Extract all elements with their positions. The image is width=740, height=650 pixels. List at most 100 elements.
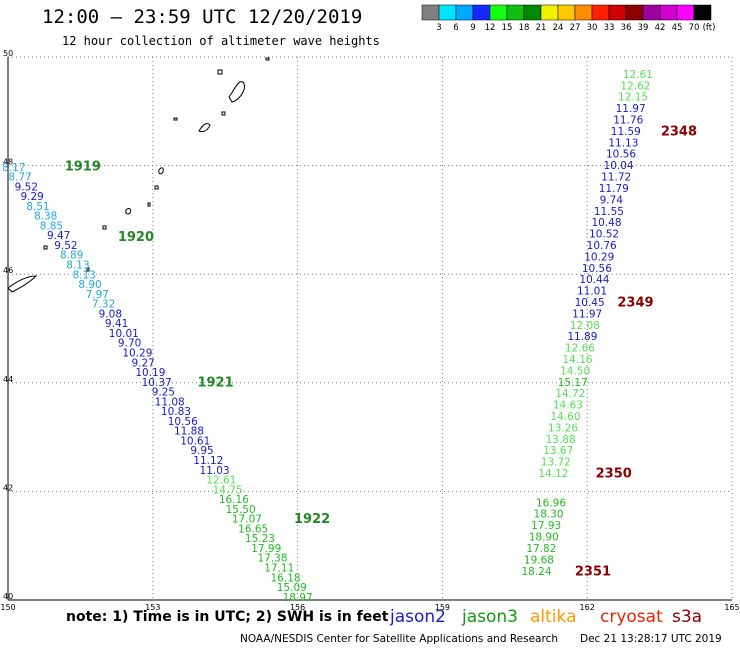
island-outline [265, 57, 270, 61]
swh-value: 11.01 [577, 286, 607, 298]
lat-lon-grid [7, 56, 733, 601]
swh-value: 15.50 [226, 504, 256, 516]
swh-value: 14.50 [560, 365, 590, 377]
swh-value: 7.32 [92, 299, 115, 311]
colorbar-swatch [523, 4, 542, 21]
island-outline [173, 117, 178, 121]
swh-value: 11.88 [174, 426, 204, 438]
pass-time-label: 1921 [197, 375, 233, 390]
swh-value: 16.96 [536, 497, 566, 509]
colorbar-swatch [676, 4, 695, 21]
pass-time-label: 1919 [65, 160, 101, 175]
island-outline [43, 245, 48, 250]
map-title: 12:00 – 23:59 UTC 12/20/2019 [42, 6, 363, 28]
swh-value: 9.52 [54, 240, 77, 252]
swh-value: 9.27 [131, 357, 154, 369]
swh-value: 18.90 [529, 532, 559, 544]
footer-timestamp: Dec 21 13:28:17 UTC 2019 [580, 633, 722, 645]
swh-value: 9.47 [47, 230, 70, 242]
swh-value: 11.12 [193, 455, 223, 467]
swh-value: 11.79 [599, 183, 629, 195]
colorbar-label: 18 [519, 23, 530, 33]
lat-tick-label: 46 [3, 266, 13, 275]
colorbar-swatch [421, 4, 440, 21]
swh-value: 10.56 [168, 416, 198, 428]
swh-value: 8.90 [78, 279, 101, 291]
swh-value: 9.25 [152, 387, 175, 399]
swh-value: 12.61 [623, 69, 653, 81]
colorbar-swatch [591, 4, 610, 21]
swh-value: 17.82 [526, 543, 556, 555]
pass-time-label: 2349 [617, 295, 653, 310]
swh-value: 16.65 [238, 523, 268, 535]
colorbar-label: 42 [655, 23, 666, 33]
island-outline [102, 225, 107, 230]
island-outline [217, 69, 223, 75]
pass-time-label: 2350 [596, 467, 632, 482]
swh-value: 8.89 [60, 250, 83, 262]
swh-value: 11.76 [613, 115, 643, 127]
swh-value: 17.11 [264, 563, 294, 575]
island-outline [198, 123, 211, 133]
lat-tick-label: 50 [3, 49, 13, 58]
island-outline [228, 81, 245, 103]
swh-value: 11.13 [608, 137, 638, 149]
axis-tick-labels: 50 48 46 44 42 40 150 153 156 159 162 165 [0, 49, 739, 612]
swh-value: 11.55 [594, 206, 624, 218]
legend-cryosat: cryosat [600, 607, 663, 627]
swh-value: 10.44 [579, 274, 609, 286]
swh-value: 10.76 [587, 240, 617, 252]
lon-tick-label: 159 [435, 603, 450, 612]
legend-s3a: s3a [672, 607, 703, 627]
colorbar-label: 30 [587, 23, 598, 33]
swh-value: 9.41 [105, 318, 128, 330]
colorbar-swatch [693, 4, 712, 21]
swh-value: 19.68 [524, 554, 554, 566]
swh-value: 12.15 [618, 92, 648, 104]
swh-value: 8.13 [66, 260, 89, 272]
island-outline [158, 167, 164, 175]
swh-value: 11.03 [200, 465, 230, 477]
track-time-labels: 1919 1920 1921 1922 2348 2349 2350 2351 [65, 124, 697, 579]
legend-jason3: jason3 [462, 607, 518, 627]
swh-value: 10.45 [575, 297, 605, 309]
lat-tick-label: 42 [3, 483, 13, 492]
pass-time-label: 2348 [661, 124, 697, 139]
swh-value: 17.93 [531, 520, 561, 532]
swh-value: 15.09 [277, 582, 307, 594]
swh-value: 10.56 [582, 263, 612, 275]
island-outline [221, 111, 226, 116]
swh-value: 14.75 [213, 484, 243, 496]
swh-value: 10.19 [135, 367, 165, 379]
lon-tick-label: 150 [0, 603, 15, 612]
swh-value: 8.77 [8, 172, 31, 184]
swh-value: 11.97 [616, 103, 646, 115]
island-outline [125, 208, 132, 215]
legend-jason2: jason2 [390, 607, 446, 627]
colorbar-label: 70 [689, 23, 700, 33]
swh-value: 9.74 [600, 194, 624, 206]
swh-value: 18.30 [534, 509, 564, 521]
colorbar-swatch [642, 4, 661, 21]
colorbar-label: 15 [502, 23, 513, 33]
footer-credit: NOAA/NESDIS Center for Satellite Applica… [240, 633, 558, 645]
swh-value: 14.16 [563, 354, 593, 366]
pass-time-label: 1922 [294, 512, 330, 527]
lon-tick-label: 162 [580, 603, 595, 612]
colorbar-label: 39 [638, 23, 649, 33]
swh-value: 10.29 [584, 251, 614, 263]
swh-value: 18.24 [521, 566, 551, 578]
island-outline [7, 275, 38, 293]
swh-value: 9.70 [118, 338, 141, 350]
swh-value: 11.89 [567, 331, 597, 343]
swh-value: 9.08 [99, 308, 122, 320]
swh-value: 16.18 [271, 572, 301, 584]
swh-value: 12.61 [206, 475, 236, 487]
swh-value: 17.38 [257, 553, 287, 565]
colorbar-label: 6 [453, 23, 458, 33]
swh-value: 10.04 [604, 160, 634, 172]
colorbar-label: 36 [621, 23, 632, 33]
swh-value: 8.85 [40, 220, 63, 232]
swh-value: 8.38 [34, 211, 57, 223]
